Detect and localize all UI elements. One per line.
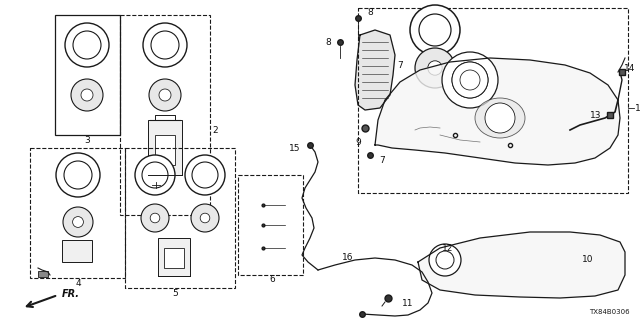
Bar [164, 248, 184, 268]
Circle shape [64, 161, 92, 189]
Circle shape [428, 61, 442, 75]
Circle shape [143, 23, 187, 67]
Circle shape [460, 70, 480, 90]
Polygon shape [355, 30, 395, 110]
Text: 10: 10 [582, 255, 594, 265]
Circle shape [419, 14, 451, 46]
Text: 5: 5 [172, 289, 178, 298]
Circle shape [73, 31, 101, 59]
Circle shape [452, 62, 488, 98]
Circle shape [485, 103, 515, 133]
Text: 6: 6 [269, 276, 275, 284]
Circle shape [63, 207, 93, 237]
Bar [55, 15, 120, 135]
Bar [30, 148, 125, 278]
Circle shape [141, 204, 169, 232]
Bar [62, 240, 92, 262]
Text: 8: 8 [325, 37, 331, 46]
Text: 12: 12 [442, 244, 454, 252]
Text: 11: 11 [403, 299, 413, 308]
Text: 14: 14 [624, 63, 636, 73]
Circle shape [150, 213, 160, 223]
Circle shape [149, 79, 181, 111]
Bar [155, 135, 175, 165]
Circle shape [65, 23, 109, 67]
Circle shape [200, 213, 210, 223]
Bar [158, 238, 190, 276]
Circle shape [436, 251, 454, 269]
Circle shape [410, 5, 460, 55]
Ellipse shape [475, 98, 525, 138]
Text: 16: 16 [342, 253, 354, 262]
Circle shape [185, 155, 225, 195]
Bar [358, 8, 628, 193]
Text: 3: 3 [84, 135, 90, 145]
Text: 13: 13 [590, 110, 602, 119]
Text: 1: 1 [635, 103, 640, 113]
Circle shape [135, 155, 175, 195]
Circle shape [452, 62, 488, 98]
Circle shape [142, 162, 168, 188]
Text: FR.: FR. [62, 289, 80, 299]
Circle shape [81, 89, 93, 101]
Text: 7: 7 [397, 60, 403, 69]
Circle shape [56, 153, 100, 197]
Text: 7: 7 [379, 156, 385, 164]
Text: 8: 8 [367, 7, 373, 17]
Text: 4: 4 [75, 278, 81, 287]
Bar [238, 175, 303, 275]
Circle shape [72, 217, 83, 228]
Circle shape [415, 48, 455, 88]
Circle shape [191, 204, 219, 232]
Polygon shape [418, 232, 625, 298]
Circle shape [151, 31, 179, 59]
Bar [120, 15, 210, 215]
Bar [38, 271, 48, 277]
Bar [125, 148, 235, 288]
Circle shape [71, 79, 103, 111]
Text: 2: 2 [212, 125, 218, 134]
Circle shape [442, 52, 498, 108]
Bar [148, 120, 182, 175]
Circle shape [192, 162, 218, 188]
Polygon shape [375, 58, 620, 165]
Text: TX84B0306: TX84B0306 [589, 309, 630, 315]
Text: 9: 9 [355, 138, 361, 147]
Text: 15: 15 [289, 143, 301, 153]
Circle shape [429, 244, 461, 276]
Circle shape [159, 89, 171, 101]
